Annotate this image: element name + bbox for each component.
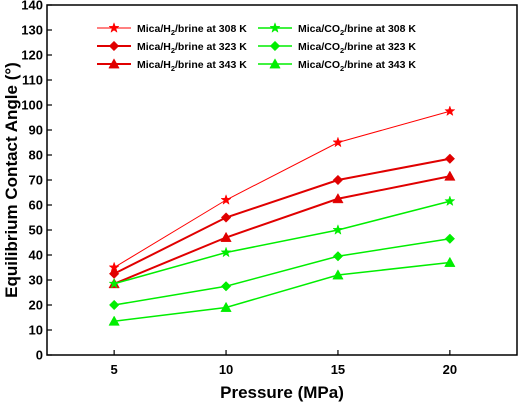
y-tick-label: 130 <box>21 23 43 38</box>
legend-label: Mica/H2/brine at 323 K <box>137 41 247 55</box>
legend-label: Mica/CO2/brine at 308 K <box>298 23 416 37</box>
y-tick-label: 110 <box>22 73 43 88</box>
legend-item: Mica/H2/brine at 308 K <box>97 22 247 37</box>
series-line <box>113 157 451 275</box>
series-1 <box>108 153 456 279</box>
y-tick-label: 0 <box>36 348 43 363</box>
triangle-marker <box>220 301 232 312</box>
y-tick-label: 40 <box>29 248 43 263</box>
legend-item: Mica/H2/brine at 323 K <box>97 40 247 55</box>
y-axis-title: Equilibrium Contact Angle (°) <box>2 62 21 298</box>
legend-label: Mica/H2/brine at 343 K <box>137 59 247 73</box>
legend-label: Mica/CO2/brine at 323 K <box>298 41 416 55</box>
star-marker <box>108 22 120 33</box>
diamond-marker <box>444 233 456 244</box>
y-tick-label: 80 <box>29 148 43 163</box>
series-line <box>113 175 451 285</box>
triangle-marker <box>332 193 344 204</box>
star-marker <box>108 277 120 289</box>
x-axis-title: Pressure (MPa) <box>220 383 344 402</box>
star-marker <box>444 195 456 207</box>
y-axis: 0 10 20 30 40 50 60 70 80 90 100 110 120 130 140 <box>21 0 52 363</box>
legend: Mica/H2/brine at 308 K Mica/H2/brine at 3… <box>97 22 416 73</box>
diamond-marker <box>444 153 456 164</box>
series-layer <box>108 105 456 326</box>
triangle-marker <box>444 256 456 267</box>
triangle-marker <box>108 315 120 326</box>
triangle-marker <box>220 231 232 242</box>
series-4 <box>108 233 456 311</box>
star-marker <box>444 105 456 117</box>
series-line <box>114 261 450 322</box>
y-tick-label: 10 <box>29 323 43 338</box>
y-tick-label: 140 <box>21 0 43 13</box>
y-tick-label: 20 <box>29 298 43 313</box>
series-line <box>114 238 450 306</box>
x-tick-label: 5 <box>111 362 118 377</box>
star-marker <box>269 22 281 33</box>
y-tick-label: 50 <box>29 223 43 238</box>
series-line <box>113 200 451 285</box>
star-marker <box>332 136 344 148</box>
x-tick-label: 20 <box>443 362 457 377</box>
x-tick-label: 10 <box>219 362 233 377</box>
triangle-marker <box>108 58 120 69</box>
y-tick-label: 30 <box>29 273 43 288</box>
diamond-marker <box>269 40 281 52</box>
diamond-marker <box>220 281 232 292</box>
diamond-marker <box>108 299 120 311</box>
diamond-marker <box>220 212 232 223</box>
y-tick-label: 60 <box>29 198 43 213</box>
series-5 <box>108 256 456 326</box>
series-line <box>113 110 450 268</box>
triangle-marker <box>269 58 281 69</box>
y-tick-label: 90 <box>29 123 43 138</box>
legend-label: Mica/H2/brine at 308 K <box>137 23 247 37</box>
triangle-marker <box>332 269 344 280</box>
star-marker <box>220 194 232 205</box>
y-tick-label: 120 <box>21 48 43 63</box>
x-axis: 5 10 15 20 <box>111 350 457 377</box>
triangle-marker <box>444 170 456 181</box>
star-marker <box>220 246 232 258</box>
series-0 <box>108 105 456 273</box>
legend-item: Mica/CO2/brine at 343 K <box>258 58 416 73</box>
series-3 <box>108 195 456 289</box>
legend-label: Mica/CO2/brine at 343 K <box>298 59 416 73</box>
x-tick-label: 15 <box>331 362 345 377</box>
diamond-marker <box>332 174 344 186</box>
diamond-marker <box>108 40 120 52</box>
legend-item: Mica/H2/brine at 343 K <box>97 58 247 73</box>
diamond-marker <box>332 251 344 262</box>
y-tick-label: 100 <box>21 98 43 113</box>
y-tick-label: 70 <box>29 173 43 188</box>
legend-item: Mica/CO2/brine at 308 K <box>258 22 416 37</box>
legend-item: Mica/CO2/brine at 323 K <box>258 40 416 55</box>
star-marker <box>332 224 344 235</box>
